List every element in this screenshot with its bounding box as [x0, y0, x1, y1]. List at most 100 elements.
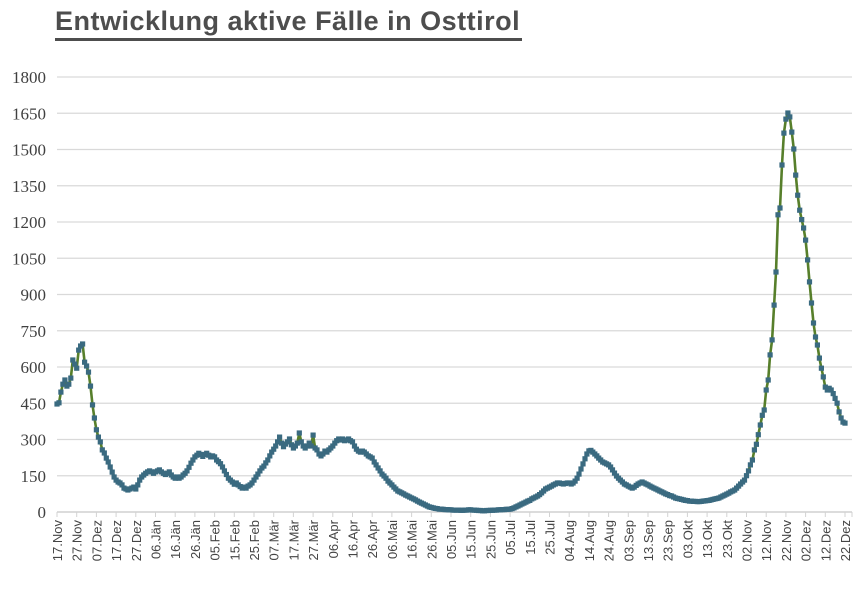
data-point-marker [743, 473, 750, 479]
data-point-marker [314, 447, 320, 453]
data-point-marker [765, 377, 771, 383]
x-tick-label: 14.Aug [582, 520, 597, 561]
data-point-marker [803, 237, 809, 243]
data-point-marker [286, 436, 293, 442]
x-tick-label: 17.Dez [109, 520, 124, 561]
data-point-marker [76, 347, 82, 353]
data-point-marker [773, 269, 779, 275]
x-tick-label: 13.Okt [700, 520, 715, 559]
data-point-marker [265, 457, 271, 463]
data-point-marker [219, 464, 226, 470]
data-point-marker [749, 457, 755, 463]
data-point-marker [60, 381, 66, 387]
data-point-marker [609, 467, 616, 473]
data-point-marker [271, 446, 277, 452]
data-point-marker [133, 486, 139, 492]
x-tick-label: 27.Nov [70, 520, 85, 562]
data-point-marker [267, 453, 273, 459]
y-tick-label: 600 [21, 358, 47, 377]
data-point-marker [584, 451, 590, 457]
data-point-marker [822, 384, 828, 390]
data-point-marker [806, 279, 813, 285]
data-point-marker [320, 451, 326, 457]
data-point-marker [103, 455, 109, 461]
data-point-marker [137, 477, 143, 483]
data-point-marker [166, 469, 172, 475]
y-tick-label: 1800 [12, 68, 46, 87]
data-point-marker [80, 341, 86, 347]
data-point-marker [611, 470, 618, 476]
data-point-marker [797, 207, 803, 213]
data-point-marker [310, 432, 316, 438]
x-tick-label: 02.Nov [740, 520, 755, 562]
data-point-marker [306, 440, 312, 446]
data-point-marker [186, 464, 192, 470]
data-point-marker [578, 466, 584, 472]
y-tick-label: 1200 [12, 213, 46, 232]
data-point-marker [68, 375, 74, 381]
x-tick-label: 12.Dez [818, 520, 833, 561]
x-tick-label: 22.Dez [838, 520, 853, 561]
series-line [56, 111, 846, 513]
x-tick-label: 27.Mär [306, 519, 321, 560]
data-point-marker [745, 468, 752, 474]
x-tick-label: 07.Dez [89, 520, 104, 561]
data-point-marker [135, 482, 141, 488]
data-point-marker [795, 192, 801, 198]
data-point-marker [70, 357, 76, 363]
data-point-marker [263, 460, 269, 466]
data-point-marker [580, 461, 586, 467]
data-point-marker [820, 374, 826, 380]
y-tick-label: 1500 [12, 141, 46, 160]
data-point-marker [109, 469, 115, 475]
data-point-marker [775, 212, 781, 218]
data-point-marker [296, 430, 302, 436]
data-point-marker [828, 387, 834, 393]
x-tick-label: 05.Feb [208, 520, 223, 560]
x-tick-label: 22.Nov [779, 520, 794, 562]
data-point-marker [832, 395, 838, 401]
data-point-marker [292, 443, 298, 449]
data-point-marker [62, 377, 68, 383]
x-tick-label: 27.Dez [129, 520, 144, 561]
data-point-marker [308, 443, 314, 449]
data-point-marker [789, 129, 795, 135]
x-tick-label: 17.Nov [50, 520, 65, 562]
data-point-marker [95, 434, 101, 440]
gridlines [57, 76, 852, 477]
data-point-marker [757, 422, 763, 428]
x-tick-label: 23.Okt [720, 520, 735, 559]
x-tick-label: 02.Dez [799, 520, 814, 561]
data-point-marker [99, 447, 105, 453]
y-tick-label: 1650 [12, 104, 46, 123]
x-tick-label: 06.Jän [149, 520, 164, 559]
data-point-marker [816, 355, 822, 361]
y-tick-label: 450 [21, 394, 47, 413]
data-point-marker [377, 468, 383, 474]
y-tick-label: 0 [38, 503, 47, 522]
data-point-marker [294, 440, 300, 446]
data-point-marker [66, 381, 72, 387]
x-tick-label: 25.Jul [543, 520, 558, 555]
data-point-marker [582, 456, 588, 462]
data-point-marker [275, 439, 281, 445]
data-point-marker [373, 462, 379, 468]
data-point-marker [779, 162, 785, 168]
data-point-marker [304, 443, 310, 449]
data-point-marker [371, 459, 377, 465]
data-point-marker [836, 409, 842, 415]
data-point-marker [783, 116, 789, 122]
data-point-marker [188, 460, 194, 466]
data-point-marker [785, 110, 791, 116]
series-markers [54, 110, 848, 514]
data-point-marker [212, 454, 218, 460]
x-tick-label: 07.Mär [267, 519, 282, 560]
data-point-marker [759, 412, 765, 418]
x-tick-label: 26.Jän [188, 520, 203, 559]
data-point-marker [842, 420, 848, 426]
x-tick-label: 26.Apr [365, 519, 380, 558]
data-point-marker [84, 363, 90, 369]
data-point-marker [741, 477, 748, 483]
x-tick-label: 03.Sep [621, 520, 636, 561]
x-tick-label: 06.Mai [385, 520, 400, 559]
